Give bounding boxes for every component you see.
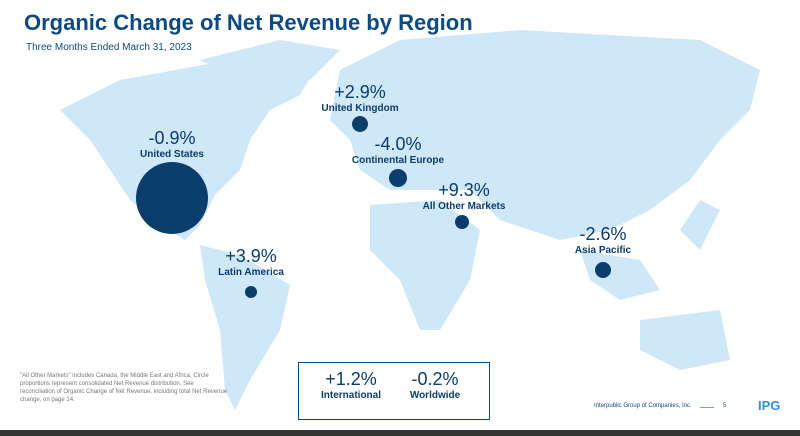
change-value: +2.9% <box>334 82 386 102</box>
change-value: -4.0% <box>374 134 422 154</box>
region-name: Asia Pacific <box>574 245 632 256</box>
summary-box: +1.2% International -0.2% Worldwide <box>298 362 490 420</box>
arctic-islands <box>200 40 340 90</box>
change-value: -0.9% <box>148 128 196 148</box>
change-value: +1.2% <box>325 369 377 389</box>
region-name: United Kingdom <box>321 103 399 114</box>
change-value: -0.2% <box>411 369 459 389</box>
region-latin-america: +3.9% Latin America <box>218 246 284 278</box>
north-america <box>60 60 320 240</box>
footer-divider <box>700 407 714 408</box>
region-circle <box>352 116 368 132</box>
summary-name: International <box>320 390 382 401</box>
region-name: Continental Europe <box>351 155 445 166</box>
page-number: 5 <box>723 403 727 409</box>
region-all-other-markets: +9.3% All Other Markets <box>423 180 506 212</box>
page-subtitle: Three Months Ended March 31, 2023 <box>26 42 192 53</box>
change-value: +9.3% <box>438 180 490 200</box>
bottom-bar <box>0 430 800 436</box>
region-circle <box>245 286 257 298</box>
footer-company: Interpublic Group of Companies, Inc. <box>594 403 692 409</box>
change-value: -2.6% <box>579 224 627 244</box>
change-value: +3.9% <box>225 246 277 266</box>
africa <box>370 200 480 330</box>
region-united-states: -0.9% United States <box>140 128 204 160</box>
south-america <box>200 245 290 410</box>
region-circle <box>136 162 208 234</box>
summary-name: Worldwide <box>409 390 461 401</box>
region-circle <box>595 262 611 278</box>
footnote: "All Other Markets" includes Canada, the… <box>20 373 228 403</box>
ipg-logo: IPG <box>758 398 781 413</box>
region-continental-europe: -4.0% Continental Europe <box>352 134 444 166</box>
region-name: All Other Markets <box>422 201 506 212</box>
page-title: Organic Change of Net Revenue by Region <box>24 10 473 35</box>
region-asia-pacific: -2.6% Asia Pacific <box>575 224 631 256</box>
region-circle <box>389 169 407 187</box>
summary-international: +1.2% International <box>321 369 381 401</box>
region-circle <box>455 215 469 229</box>
japan <box>680 200 720 250</box>
eurasia <box>330 30 760 240</box>
southeast-asia <box>580 250 660 300</box>
region-name: Latin America <box>218 267 284 278</box>
summary-worldwide: -0.2% Worldwide <box>410 369 460 401</box>
australia <box>640 310 730 370</box>
region-united-kingdom: +2.9% United Kingdom <box>321 82 398 114</box>
region-name: United States <box>140 149 204 160</box>
